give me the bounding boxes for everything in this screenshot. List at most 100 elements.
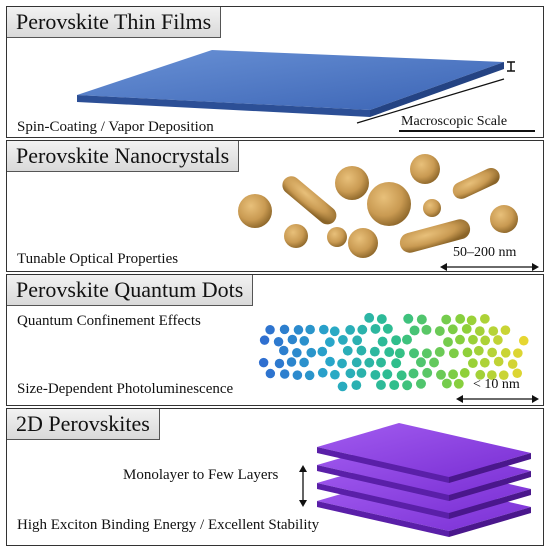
layer-edge — [317, 465, 449, 501]
thin-film-illustration — [77, 50, 535, 132]
quantum-dot — [342, 345, 353, 356]
quantum-dot — [459, 368, 470, 378]
quantum-dot — [317, 367, 328, 378]
quantum-dot — [422, 367, 433, 378]
layer-sheet — [317, 423, 531, 477]
quantum-dot — [384, 347, 395, 358]
film-front-edge — [77, 95, 370, 117]
layered-perovskite-illustration — [299, 423, 531, 537]
quantum-dot — [382, 323, 393, 334]
quantum-dot — [409, 325, 420, 336]
quantum-dot — [293, 325, 304, 335]
quantum-dot — [265, 325, 275, 335]
quantum-dot — [376, 357, 386, 368]
quantum-dot — [370, 369, 381, 380]
layer-edge — [317, 483, 449, 519]
quantum-dot — [389, 380, 400, 391]
quantum-dot — [305, 324, 315, 335]
quantum-dot — [329, 326, 340, 337]
quantum-dot — [403, 313, 414, 324]
panel-2d-perovskites: 2D Perovskites Monolayer to Few Layers H… — [6, 408, 544, 546]
layer-stack — [317, 423, 531, 537]
nanocrystal-sphere — [327, 227, 347, 247]
quantum-dot — [500, 325, 511, 335]
quantum-dot — [448, 369, 458, 380]
film-top-face — [77, 50, 504, 110]
quantum-dot — [480, 313, 490, 324]
quantum-dot — [377, 336, 388, 347]
quantum-dot — [396, 370, 407, 381]
quantum-dot — [330, 369, 340, 380]
quantum-dot — [337, 358, 347, 369]
quantum-dot — [376, 380, 386, 390]
quantum-dot — [415, 378, 426, 389]
panel-label: Size-Dependent Photoluminescence — [17, 381, 234, 397]
panel-quantum-dots: Perovskite Quantum Dots Quantum Confinem… — [6, 274, 544, 406]
quantum-dot — [415, 357, 426, 368]
scale-diagonal-line — [356, 78, 505, 124]
panel-label: Monolayer to Few Layers — [123, 467, 279, 483]
quantum-dot — [447, 324, 458, 335]
panel-nanocrystals: Perovskite Nanocrystals Tunable Optical … — [6, 140, 544, 272]
quantum-dot — [498, 370, 509, 380]
quantum-dot — [286, 357, 297, 367]
scale-arrow — [440, 263, 539, 271]
panel-title: Perovskite Nanocrystals — [7, 141, 240, 172]
panel-label: Spin-Coating / Vapor Deposition — [17, 119, 214, 135]
quantum-dot — [357, 324, 368, 335]
scale-label: < 10 nm — [473, 377, 520, 392]
layer-edge — [449, 507, 531, 537]
panel-title: Perovskite Quantum Dots — [7, 275, 254, 306]
scale-label: Macroscopic Scale — [401, 114, 508, 129]
layer-edge — [449, 471, 531, 501]
quantum-dot — [304, 370, 315, 381]
quantum-dot — [429, 357, 439, 368]
nanocrystal-illustration — [238, 154, 539, 271]
quantum-dot — [364, 312, 375, 323]
quantum-dot — [455, 314, 466, 324]
panel-thin-films: Perovskite Thin Films Spin-Coating / Vap… — [6, 6, 544, 138]
quantum-dot — [356, 368, 367, 378]
quantum-dot — [416, 314, 427, 325]
quantum-dot — [337, 381, 348, 392]
quantum-dot — [462, 347, 473, 358]
quantum-dot — [356, 345, 367, 356]
quantum-dot — [382, 369, 393, 380]
quantum-dot — [466, 315, 477, 326]
quantum-dot — [279, 369, 290, 379]
quantum-dot — [421, 324, 432, 335]
quantum-dot — [345, 325, 356, 335]
quantum-dot — [487, 347, 498, 358]
quantum-dot — [461, 324, 472, 334]
quantum-dot — [441, 378, 452, 389]
nanocrystal-rod — [399, 219, 471, 253]
nanocrystal-rod — [452, 167, 500, 199]
nanocrystal-sphere — [423, 199, 441, 217]
quantum-dot — [317, 346, 328, 357]
quantum-dot — [364, 357, 375, 368]
quantum-dot — [421, 348, 432, 359]
panel-label: High Exciton Binding Energy / Excellent … — [17, 517, 320, 533]
quantum-dot — [488, 326, 499, 336]
quantum-dot — [325, 337, 335, 347]
quantum-dot — [479, 357, 490, 368]
layer-edge — [449, 489, 531, 519]
quantum-dot — [279, 324, 290, 335]
quantum-dot — [299, 357, 309, 368]
quantum-dot — [292, 347, 302, 358]
quantum-dot — [345, 368, 356, 379]
nanocrystal-sphere — [335, 166, 369, 200]
scale-label: 50–200 nm — [453, 245, 517, 260]
layer-edge — [449, 453, 531, 483]
quantum-dot — [475, 369, 486, 380]
quantum-dot — [493, 335, 503, 345]
quantum-dot — [376, 314, 387, 324]
quantum-dot — [434, 347, 445, 357]
quantum-dot — [402, 380, 413, 391]
quantum-dot — [468, 334, 478, 345]
thickness-arrow — [299, 465, 307, 507]
nanocrystal-sphere — [284, 224, 308, 248]
quantum-dot — [441, 314, 452, 325]
panel-title: 2D Perovskites — [7, 409, 160, 440]
quantum-dot — [408, 368, 419, 379]
